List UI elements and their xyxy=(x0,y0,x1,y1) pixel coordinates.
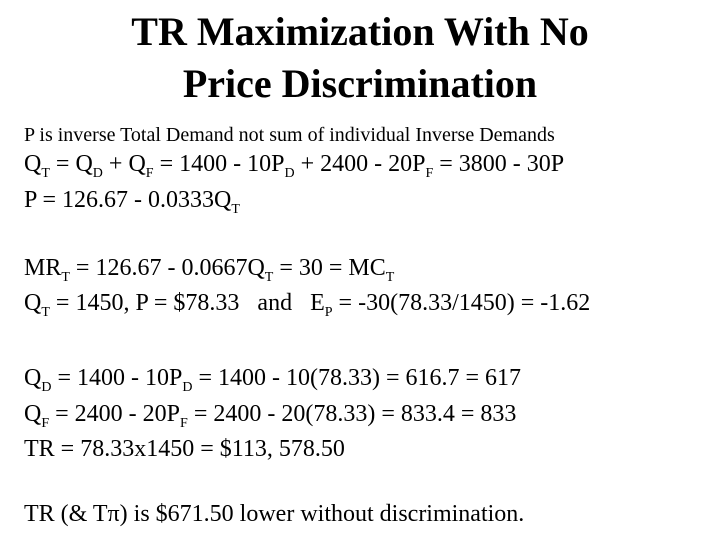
equation-total-revenue: TR = 78.33x1450 = $113, 578.50 xyxy=(24,436,345,462)
equation-domestic-quantity: QD = 1400 - 10PD = 1400 - 10(78.33) = 61… xyxy=(24,365,522,395)
conclusion-line: TR (& Tπ) is $671.50 lower without discr… xyxy=(24,501,525,527)
equation-foreign-quantity: QF = 2400 - 20PF = 2400 - 20(78.33) = 83… xyxy=(24,401,517,431)
note-line: P is inverse Total Demand not sum of ind… xyxy=(24,124,555,146)
equation-quantity-price-elasticity: QT = 1450, P = $78.33 and EP = -30(78.33… xyxy=(24,290,591,320)
equation-marginal-revenue: MRT = 126.67 - 0.0667QT = 30 = MCT xyxy=(24,255,395,285)
equation-inverse-demand: P = 126.67 - 0.0333QT xyxy=(24,187,240,217)
title-line-2: Price Discrimination xyxy=(182,61,538,106)
equation-total-quantity: QT = QD + QF = 1400 - 10PD + 2400 - 20PF… xyxy=(24,151,565,181)
title-line-1: TR Maximization With No xyxy=(131,9,589,54)
